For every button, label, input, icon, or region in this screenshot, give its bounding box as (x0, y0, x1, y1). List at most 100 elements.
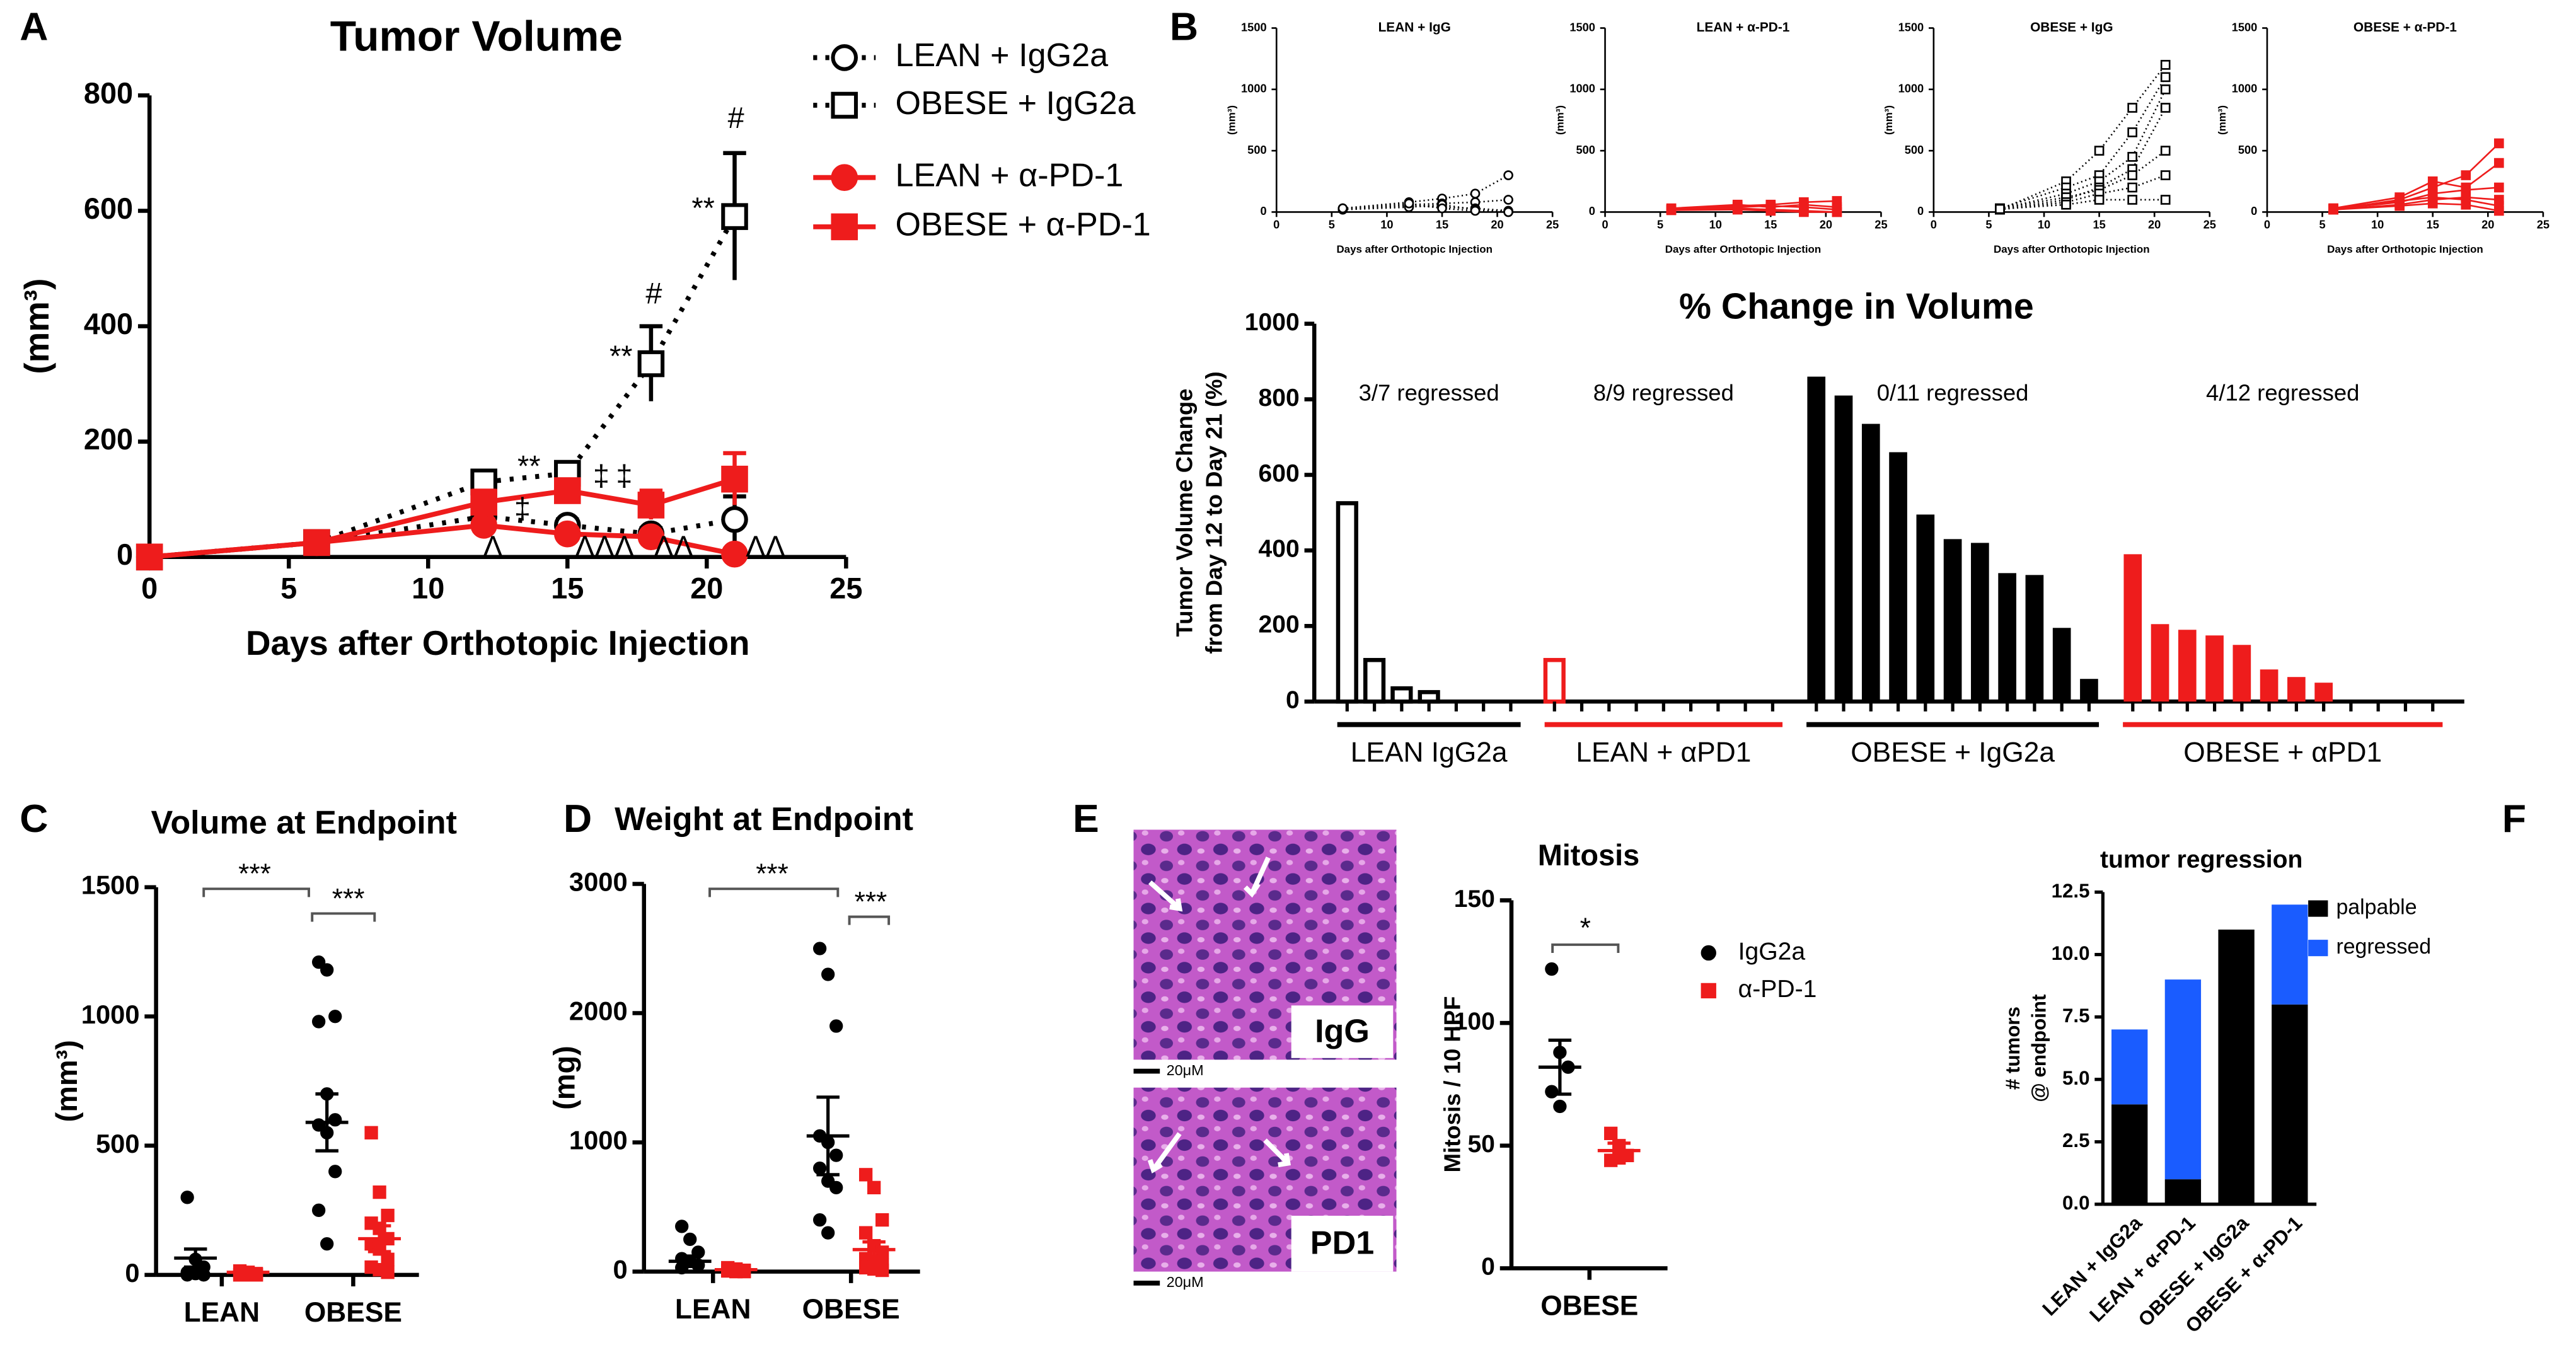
y-axis-label: (mm³) (17, 279, 56, 374)
annotation: ** (609, 340, 633, 372)
x-tick-label: 20 (690, 572, 723, 605)
legend-label: IgG2a (1738, 938, 1806, 965)
series-line (1343, 199, 1509, 211)
marker (303, 529, 330, 557)
marker (1503, 170, 1513, 180)
y-axis-label: Mitosis / 10 HPF (1439, 996, 1465, 1173)
chart-title: LEAN + IgG (1378, 20, 1451, 35)
marker (136, 543, 163, 571)
marker (2127, 182, 2137, 193)
y-tick-label: 0 (1589, 204, 1595, 217)
bar (2205, 635, 2224, 702)
micrograph-label: IgG (1315, 1013, 1370, 1049)
x-axis-label: Days after Orthotopic Injection (1336, 243, 1493, 255)
x-tick-label: OBESE (802, 1294, 900, 1325)
sem-bar (367, 1224, 391, 1254)
bar-segment (2164, 979, 2202, 1180)
y-tick-label: 600 (1259, 460, 1300, 487)
series-line (1999, 76, 2166, 209)
label-box (1291, 1216, 1394, 1272)
y-tick-label: 0 (117, 538, 133, 571)
series-line (1999, 89, 2166, 210)
bar (1943, 539, 1962, 702)
y-tick-label: 0 (1260, 204, 1266, 217)
y-axis-label: # tumors (2002, 1007, 2024, 1090)
marker (312, 1015, 326, 1029)
bar (1336, 501, 1358, 704)
x-axis-label: Days after Orthotopic Injection (246, 623, 750, 662)
marker (821, 1226, 835, 1240)
marker (1337, 203, 1348, 214)
marker (180, 1268, 194, 1282)
group-note: 8/9 regressed (1593, 379, 1734, 405)
marker (197, 1268, 211, 1282)
group-note: 3/7 regressed (1359, 379, 1499, 405)
marker (381, 1266, 395, 1279)
sem-bar (315, 1092, 338, 1153)
marker (2160, 60, 2171, 70)
marker (2160, 170, 2171, 180)
y-tick-label: 500 (1905, 143, 1924, 156)
series-line (1999, 107, 2166, 211)
annotation: * (1580, 913, 1591, 943)
chart-title: LEAN + α-PD-1 (1697, 20, 1790, 35)
legend-label: regressed (2336, 935, 2431, 959)
y-tick-label: 50 (1467, 1131, 1494, 1158)
y-tick-label: 1000 (1898, 82, 1924, 95)
y-tick-label: 400 (84, 308, 133, 340)
x-tick-label: 10 (1380, 218, 1393, 231)
marker (721, 203, 748, 230)
bar-segment (2111, 1029, 2148, 1105)
group-note: 0/11 regressed (1877, 379, 2029, 405)
bar (1363, 657, 1386, 704)
y-tick-label: 1000 (2232, 82, 2258, 95)
marker (2461, 199, 2471, 210)
x-axis-label: Days after Orthotopic Injection (1665, 243, 1822, 255)
bar (1889, 452, 1907, 702)
micrograph-label: PD1 (1310, 1225, 1374, 1262)
annotation: *** (332, 883, 365, 914)
marker (2493, 158, 2504, 168)
x-tick-label: 10 (1709, 218, 1722, 231)
annotation: ** (691, 192, 715, 224)
marker (1765, 205, 1776, 216)
group-label: LEAN + αPD1 (1576, 737, 1751, 768)
y-tick-label: 1000 (1245, 309, 1300, 336)
series-line (1999, 174, 2166, 211)
bar-segment (2272, 904, 2308, 1005)
marker (2127, 170, 2137, 180)
y-tick-label: 2000 (569, 996, 628, 1026)
marker (1604, 1126, 1618, 1140)
x-tick-label: 25 (1546, 218, 1559, 231)
panel-label: E (1073, 797, 1099, 841)
significance-bracket (708, 887, 840, 897)
marker (813, 942, 827, 955)
x-axis-label: Days after Orthotopic Injection (2327, 243, 2483, 255)
x-tick-label: 25 (2537, 218, 2550, 231)
marker (1995, 204, 2005, 214)
y-tick-label: 500 (1576, 143, 1595, 156)
marker (1503, 207, 1513, 217)
label-box (1291, 1005, 1394, 1058)
sem-bar (678, 1254, 702, 1269)
marker (829, 1019, 843, 1033)
y-tick-label: 10.0 (2052, 942, 2090, 964)
marker (2127, 152, 2137, 162)
marker (858, 1226, 873, 1240)
bar (1807, 376, 1826, 702)
x-tick-label: 20 (2481, 218, 2494, 231)
y-tick-label: 0.0 (2062, 1192, 2089, 1214)
annotation: *** (238, 858, 271, 889)
arrow (1147, 1132, 1182, 1174)
legend-label: LEAN + IgG2a (896, 37, 1109, 74)
bar (2025, 575, 2044, 702)
marker (2427, 198, 2438, 209)
marker (328, 1165, 342, 1179)
y-tick-label: 1000 (1569, 82, 1595, 95)
group-label: OBESE + IgG2a (1851, 737, 2055, 768)
marker (320, 1237, 334, 1251)
significance-bracket (311, 912, 376, 922)
y-tick-label: 200 (1259, 611, 1300, 638)
y-axis-label: (mm³) (1225, 105, 1237, 135)
